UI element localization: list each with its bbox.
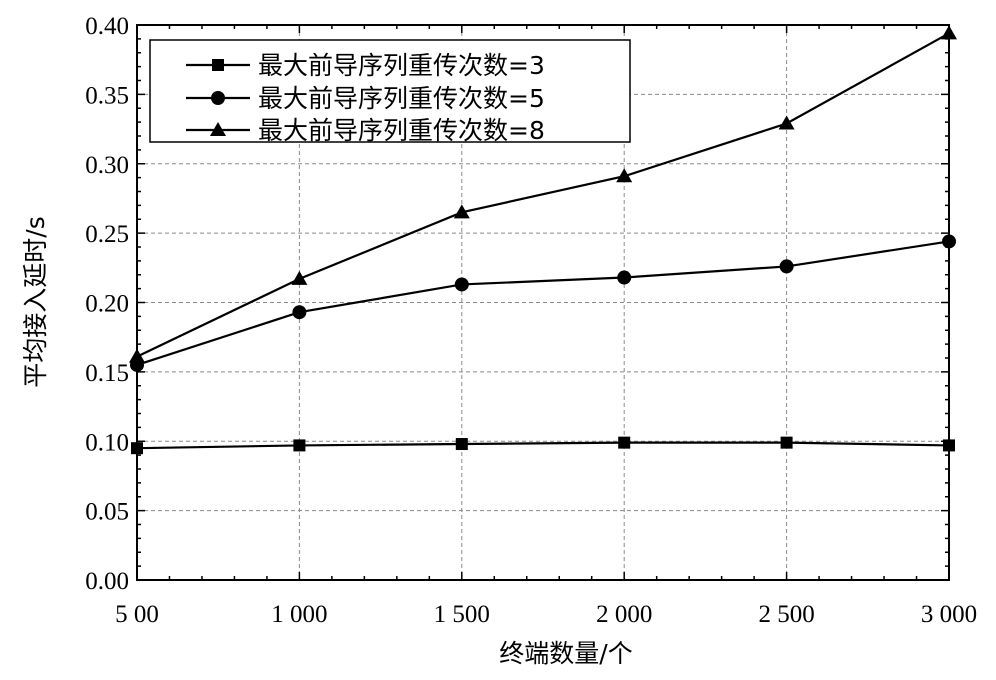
y-tick-labels: 0.00 0.05 0.10 0.15 0.20 0.25 0.30 0.35 0.40 (85, 13, 129, 595)
x-axis-title: 终端数量/个 (499, 639, 632, 668)
y-tick-label: 0.15 (85, 360, 129, 387)
x-tick-label: 1 000 (271, 601, 327, 628)
data-point-circle (454, 277, 469, 292)
x-tick-label: 3 000 (921, 601, 977, 628)
series-layer (129, 25, 957, 455)
legend-marker-square (212, 59, 224, 71)
legend-marker-circle (211, 91, 225, 105)
data-point-square (780, 436, 793, 449)
series-line-triangle (136, 32, 950, 358)
data-point-circle (292, 305, 307, 320)
y-tick-label: 0.10 (85, 429, 129, 456)
series-line-square (136, 441, 950, 450)
x-tick-labels: 5 00 1 000 1 500 2 000 2 500 3 000 (115, 601, 977, 628)
series-square (131, 436, 955, 455)
y-tick-label: 0.00 (85, 568, 129, 595)
data-point-circle (779, 259, 794, 274)
y-tick-label: 0.20 (85, 291, 129, 318)
data-point-triangle (778, 115, 795, 130)
data-point-triangle (129, 348, 145, 363)
legend-label: 最大前导序列重传次数=8 (258, 116, 545, 145)
series-triangle (129, 25, 957, 363)
x-tick-label: 5 00 (115, 601, 159, 628)
data-point-triangle (616, 168, 633, 183)
data-point-triangle (941, 25, 957, 40)
series-circle (130, 234, 956, 372)
legend-box (149, 39, 631, 143)
legend-label: 最大前导序列重传次数=5 (258, 84, 545, 113)
plot-frame (136, 24, 950, 581)
data-point-circle (617, 270, 632, 285)
y-tick-label: 0.30 (85, 152, 129, 179)
legend-marker-triangle (210, 122, 226, 136)
data-point-square (455, 438, 468, 451)
data-point-circle (942, 234, 956, 249)
data-point-square (131, 442, 143, 455)
y-tick-label: 0.35 (85, 82, 129, 109)
data-point-triangle (291, 270, 308, 285)
x-tick-label: 2 500 (758, 601, 814, 628)
x-tick-label: 2 000 (596, 601, 652, 628)
series-line-circle (136, 240, 950, 366)
data-point-triangle (453, 204, 470, 219)
data-point-square (618, 436, 631, 449)
data-point-square (943, 439, 955, 452)
y-axis-title: 平均接入延时/s (21, 216, 50, 387)
y-tick-label: 0.25 (85, 221, 129, 248)
y-tick-label: 0.05 (85, 499, 129, 526)
legend-label: 最大前导序列重传次数=3 (258, 51, 545, 80)
data-point-square (293, 439, 306, 452)
legend: 最大前导序列重传次数=3 最大前导序列重传次数=5 最大前导序列重传次数=8 (149, 39, 631, 145)
y-tick-label: 0.40 (85, 13, 129, 40)
x-tick-label: 1 500 (434, 601, 490, 628)
